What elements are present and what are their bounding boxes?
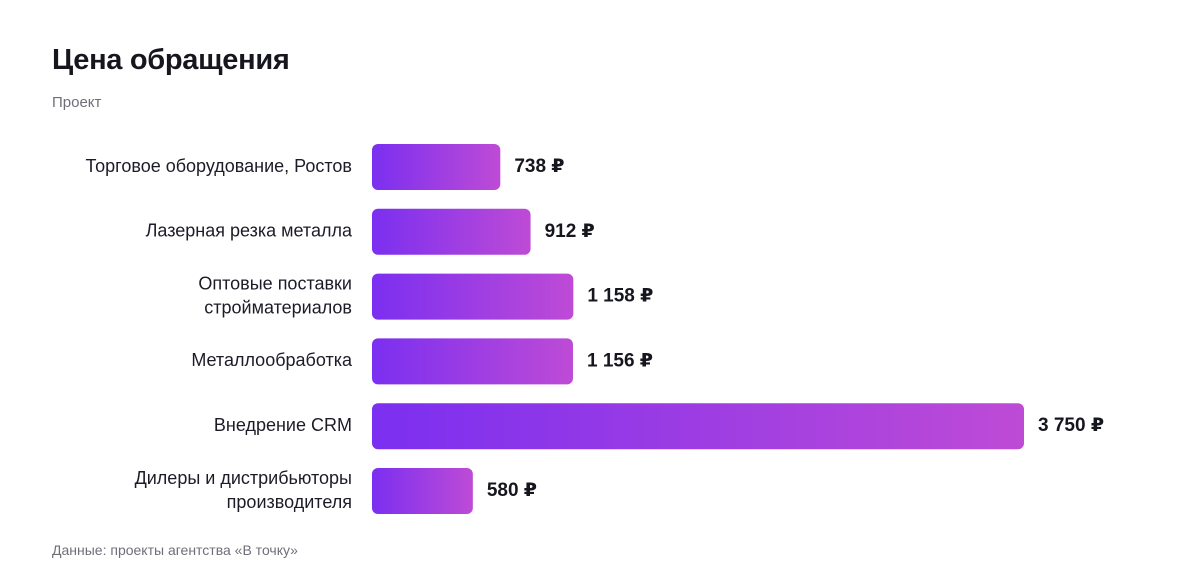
category-label-1: Лазерная резка металла [146,221,353,241]
bar-2 [372,273,574,320]
category-label-4: Внедрение CRM [214,415,352,435]
value-label-3: 1 156 ₽ [587,350,653,371]
bars-group: Торговое оборудование, Ростов 738 ₽ Лазерн… [86,144,1104,514]
bar-3 [372,338,573,385]
chart-title: Цена обращения [52,44,290,76]
category-label-5: Дилеры и дистрибьюторы производителя [135,468,352,512]
bar-4 [372,403,1024,450]
category-label-0: Торговое оборудование, Ростов [86,156,352,176]
value-label-4: 3 750 ₽ [1038,415,1104,436]
value-label-5: 580 ₽ [487,480,537,501]
chart-source-note: Данные: проекты агентства «В точку» [52,542,298,558]
category-label-2: Оптовые поставки стройматериалов [198,273,352,317]
bar-0 [372,144,501,190]
value-label-1: 912 ₽ [545,221,595,242]
value-label-2: 1 158 ₽ [587,286,653,307]
chart-subtitle: Проект [52,94,102,111]
bar-1 [372,208,531,255]
value-label-0: 738 ₽ [514,156,564,177]
bar-5 [372,468,473,514]
category-label-3: Металлообработка [191,350,353,370]
